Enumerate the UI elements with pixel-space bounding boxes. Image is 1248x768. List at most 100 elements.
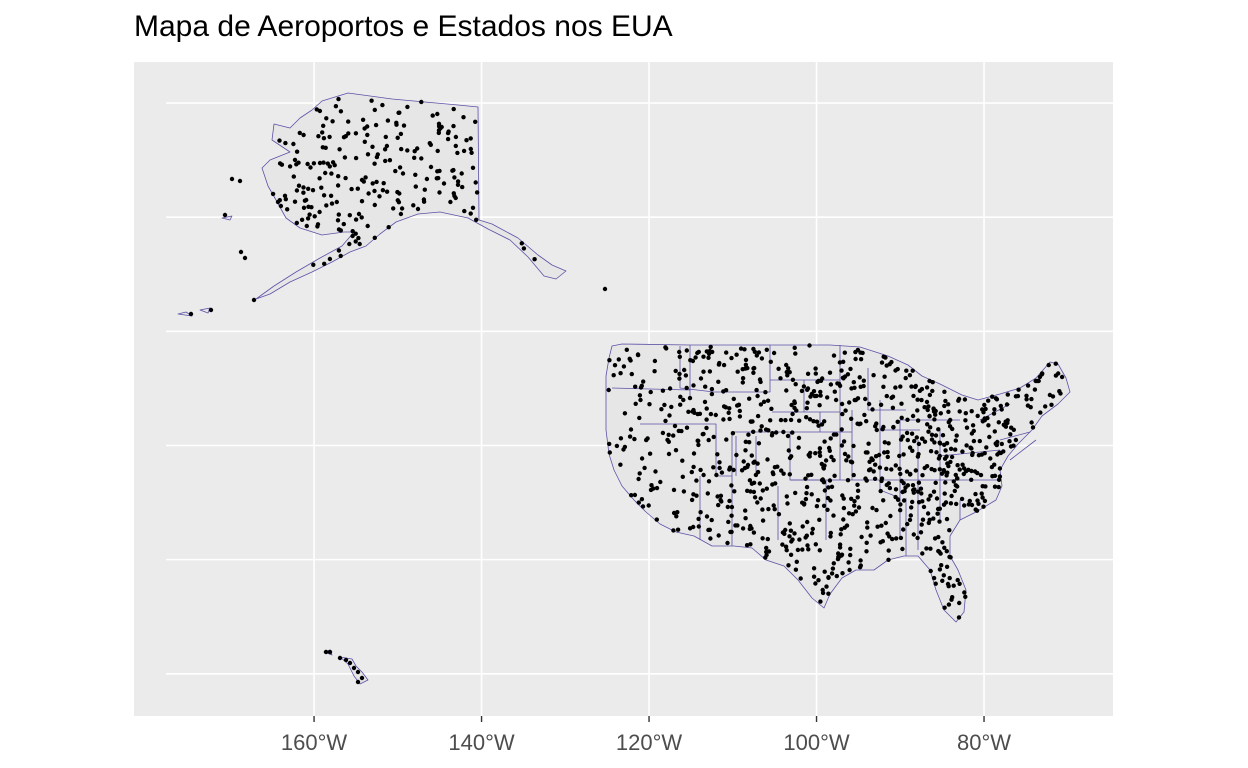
airport-point [828,530,833,536]
airport-point [519,241,524,246]
airport-point [851,443,856,449]
airport-point [855,482,860,487]
airport-point [804,533,809,538]
airport-point [778,417,784,423]
airport-point [721,362,727,368]
airport-point [815,379,820,385]
airport-point [680,458,685,463]
airport-point [932,417,937,422]
airport-point [934,450,939,455]
airport-point [817,403,822,408]
airport-point [817,446,823,451]
airport-point [708,536,713,541]
airport-point [792,405,797,411]
airport-point [913,468,918,473]
airport-point [691,492,696,497]
airport-point [820,590,826,596]
airport-point [874,507,879,513]
airport-point [909,384,914,389]
airport-point [715,494,720,499]
airport-point [362,126,367,131]
airport-point [702,399,708,405]
airport-point [988,456,993,461]
airport-point [841,505,847,511]
airport-point [903,375,908,381]
airport-point [747,478,753,483]
airport-point [869,456,874,461]
airport-point [847,567,852,573]
airport-point [321,136,327,141]
airport-point [315,222,321,227]
airport-point [740,380,745,385]
airport-point [779,468,784,473]
airport-point [764,486,769,491]
airport-point [804,484,810,490]
airport-point [397,110,402,115]
airport-point [839,527,844,532]
airport-point [980,495,985,500]
airport-point [944,564,950,569]
airport-point [301,205,307,210]
airport-point [910,448,915,453]
airport-point [637,393,643,398]
airport-point [400,171,406,176]
airport-point [1013,437,1019,443]
airport-point [807,343,812,348]
airport-point [788,417,794,423]
airport-point [937,467,942,472]
airport-point [953,438,958,443]
airport-point [616,357,621,362]
airport-point [725,540,730,546]
airport-point [913,383,918,389]
airport-point [395,135,400,140]
airport-point [473,119,478,125]
airport-point [931,516,936,521]
airport-point [785,501,790,506]
airport-point [677,371,682,377]
airport-point [729,513,734,518]
airport-point [932,468,937,473]
airport-point [768,418,773,423]
airport-point [990,394,995,399]
airport-point [818,389,823,395]
airport-point [793,567,799,572]
airport-point [942,491,947,496]
airport-point [637,471,642,476]
airport-point [622,444,628,450]
airport-point [1057,389,1062,394]
airport-point [734,452,739,458]
airport-point [370,181,375,186]
airport-point [726,410,731,415]
airport-point [828,382,834,387]
airport-point [864,419,869,424]
airport-point [299,217,305,222]
airport-point [683,373,689,378]
airport-point [360,117,366,123]
airport-point [970,423,976,428]
airport-point [933,581,938,586]
airport-point [672,423,678,429]
airport-point [909,505,914,510]
airport-point [336,174,341,179]
airport-point [308,165,313,170]
airport-point [865,525,870,530]
airport-point [725,504,730,510]
airport-point [915,454,921,459]
airport-point [868,533,873,538]
airport-point [846,511,852,516]
airport-point [948,446,954,451]
airport-point [922,439,928,444]
airport-point [357,241,362,247]
airport-point [809,492,814,497]
airport-point [813,371,818,376]
airport-point [785,433,791,439]
airport-point [924,399,930,405]
airport-point [296,183,302,188]
airport-point [853,397,859,403]
airport-point [911,393,916,399]
airport-point [411,203,416,208]
airport-point [928,568,933,574]
airport-point [955,463,960,468]
airport-point [639,497,645,502]
airport-point [451,191,456,196]
